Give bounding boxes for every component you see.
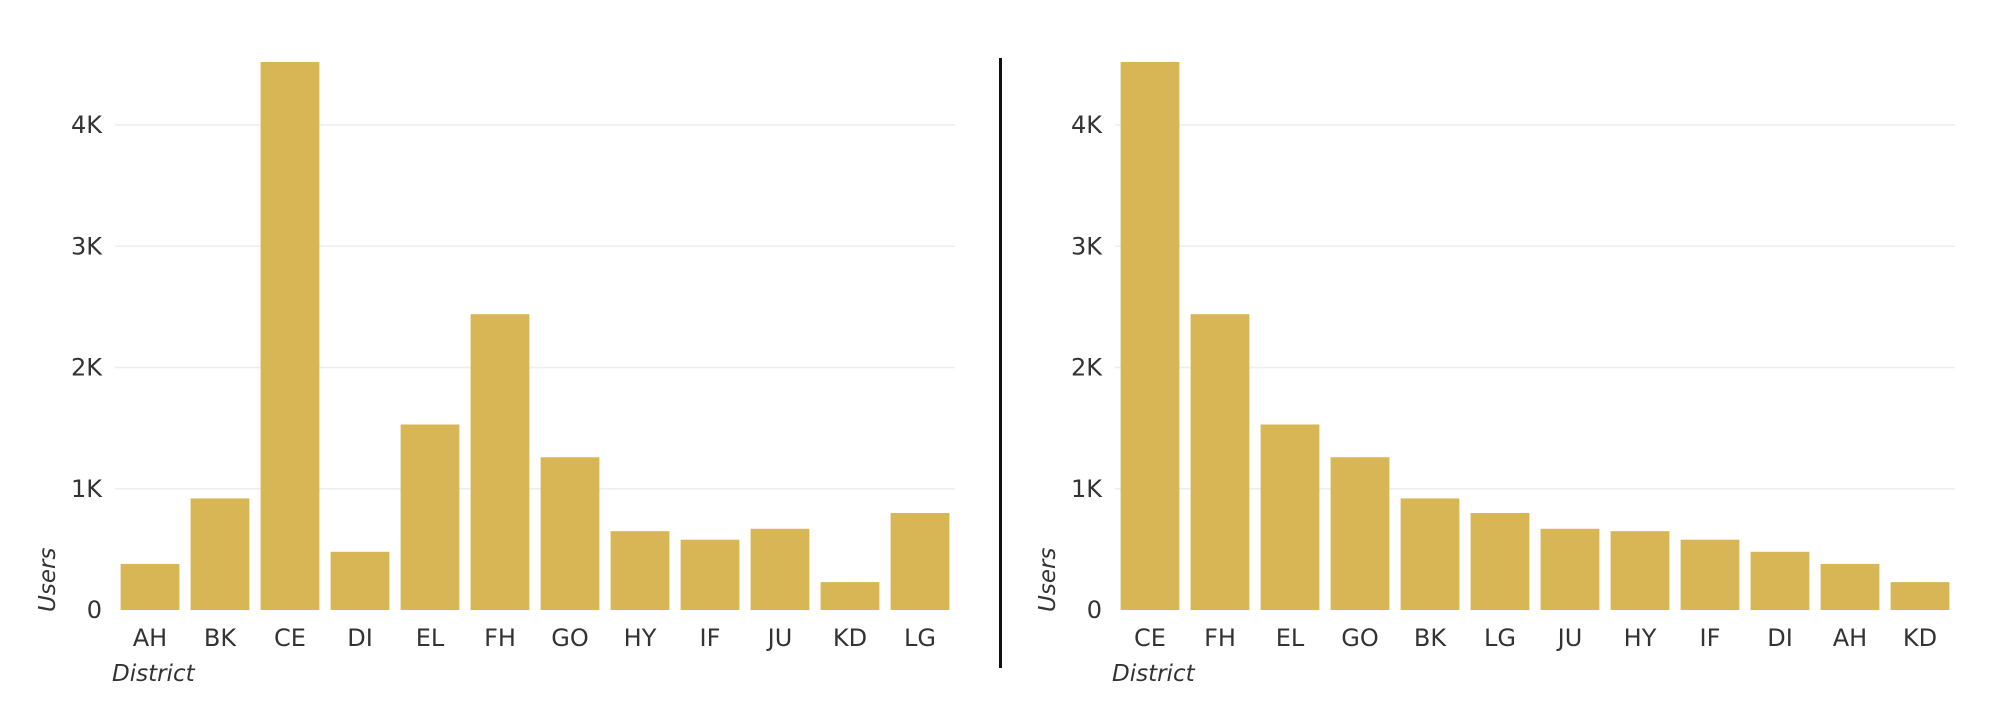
chart-right-bar-el [1260,424,1320,610]
chart-left-y-axis-title: Users [35,548,61,612]
chart-left-bar-go [540,457,600,610]
chart-right-x-tick-label: GO [1341,624,1379,652]
chart-left-x-axis-title: District [112,661,196,687]
chart-right-bar-bk [1400,498,1460,610]
chart-left-x-tick-label: HY [624,624,657,652]
chart-left-bar-di [330,551,390,610]
chart-left-x-tick-label: EL [416,624,445,652]
chart-left-bar-kd [820,582,880,610]
chart-left-x-tick-label: GO [551,624,589,652]
chart-right-y-tick-label: 0 [1087,596,1102,624]
chart-right-bar-ah [1820,563,1880,610]
chart-divider [999,58,1002,668]
chart-right-x-tick-label: DI [1767,624,1793,652]
chart-left-bar-bk [190,498,250,610]
chart-left-bar-ce [260,62,320,610]
chart-right-bar-kd [1890,582,1950,610]
chart-left-x-tick-label: JU [766,624,793,652]
chart-left-bar-el [400,424,460,610]
chart-left-bar-hy [610,531,670,610]
chart-right-x-tick-label: KD [1903,624,1937,652]
chart-right-x-tick-label: FH [1204,624,1236,652]
chart-left: 0 1K 2K 3K 4K AH BK CE DI EL FH GO HY IF JU KD LG Users Di… [35,62,955,687]
chart-right-bar-ce [1120,62,1180,610]
chart-right-y-tick-label: 4K [1071,111,1103,139]
chart-left-x-tick-label: KD [833,624,867,652]
chart-left-y-tick-label: 2K [71,354,103,382]
chart-left-bar-ju [750,528,810,610]
chart-left-x-tick-label: DI [347,624,373,652]
chart-left-bar-lg [890,513,950,610]
chart-left-x-tick-label: AH [133,624,167,652]
chart-left-y-tick-label: 4K [71,111,103,139]
chart-left-x-tick-label: FH [484,624,516,652]
chart-right-bar-go [1330,457,1390,610]
chart-right-x-tick-label: HY [1624,624,1657,652]
chart-right-x-tick-label: CE [1134,624,1166,652]
chart-right-y-axis-title: Users [1035,548,1061,612]
chart-right-y-tick-label: 2K [1071,354,1103,382]
chart-left-bar-fh [470,314,530,610]
chart-left-x-tick-label: BK [204,624,237,652]
chart-right-x-tick-label: LG [1484,624,1516,652]
chart-right-x-tick-label: EL [1276,624,1305,652]
chart-left-bar-ah [120,563,180,610]
chart-right-bar-hy [1610,531,1670,610]
chart-right-y-tick-label: 3K [1071,232,1103,260]
chart-right-x-axis-title: District [1112,661,1196,687]
chart-left-y-tick-label: 3K [71,232,103,260]
chart-right-bar-lg [1470,513,1530,610]
chart-right-bar-if [1680,539,1740,610]
chart-left-x-tick-label: LG [904,624,936,652]
chart-right-x-tick-label: AH [1833,624,1867,652]
chart-right-bar-fh [1190,314,1250,610]
chart-right: 0 1K 2K 3K 4K CE FH EL GO BK LG JU HY IF DI AH KD Users Di… [1035,62,1955,687]
chart-right-bar-ju [1540,528,1600,610]
chart-right-y-tick-label: 1K [1071,475,1103,503]
chart-right-x-tick-label: BK [1414,624,1447,652]
chart-right-bar-di [1750,551,1810,610]
chart-left-x-tick-label: IF [700,624,721,652]
chart-left-y-tick-label: 0 [87,596,102,624]
chart-right-x-tick-label: IF [1700,624,1721,652]
chart-left-bar-if [680,539,740,610]
chart-right-x-tick-label: JU [1556,624,1583,652]
chart-left-y-tick-label: 1K [71,475,103,503]
chart-left-x-tick-label: CE [274,624,306,652]
